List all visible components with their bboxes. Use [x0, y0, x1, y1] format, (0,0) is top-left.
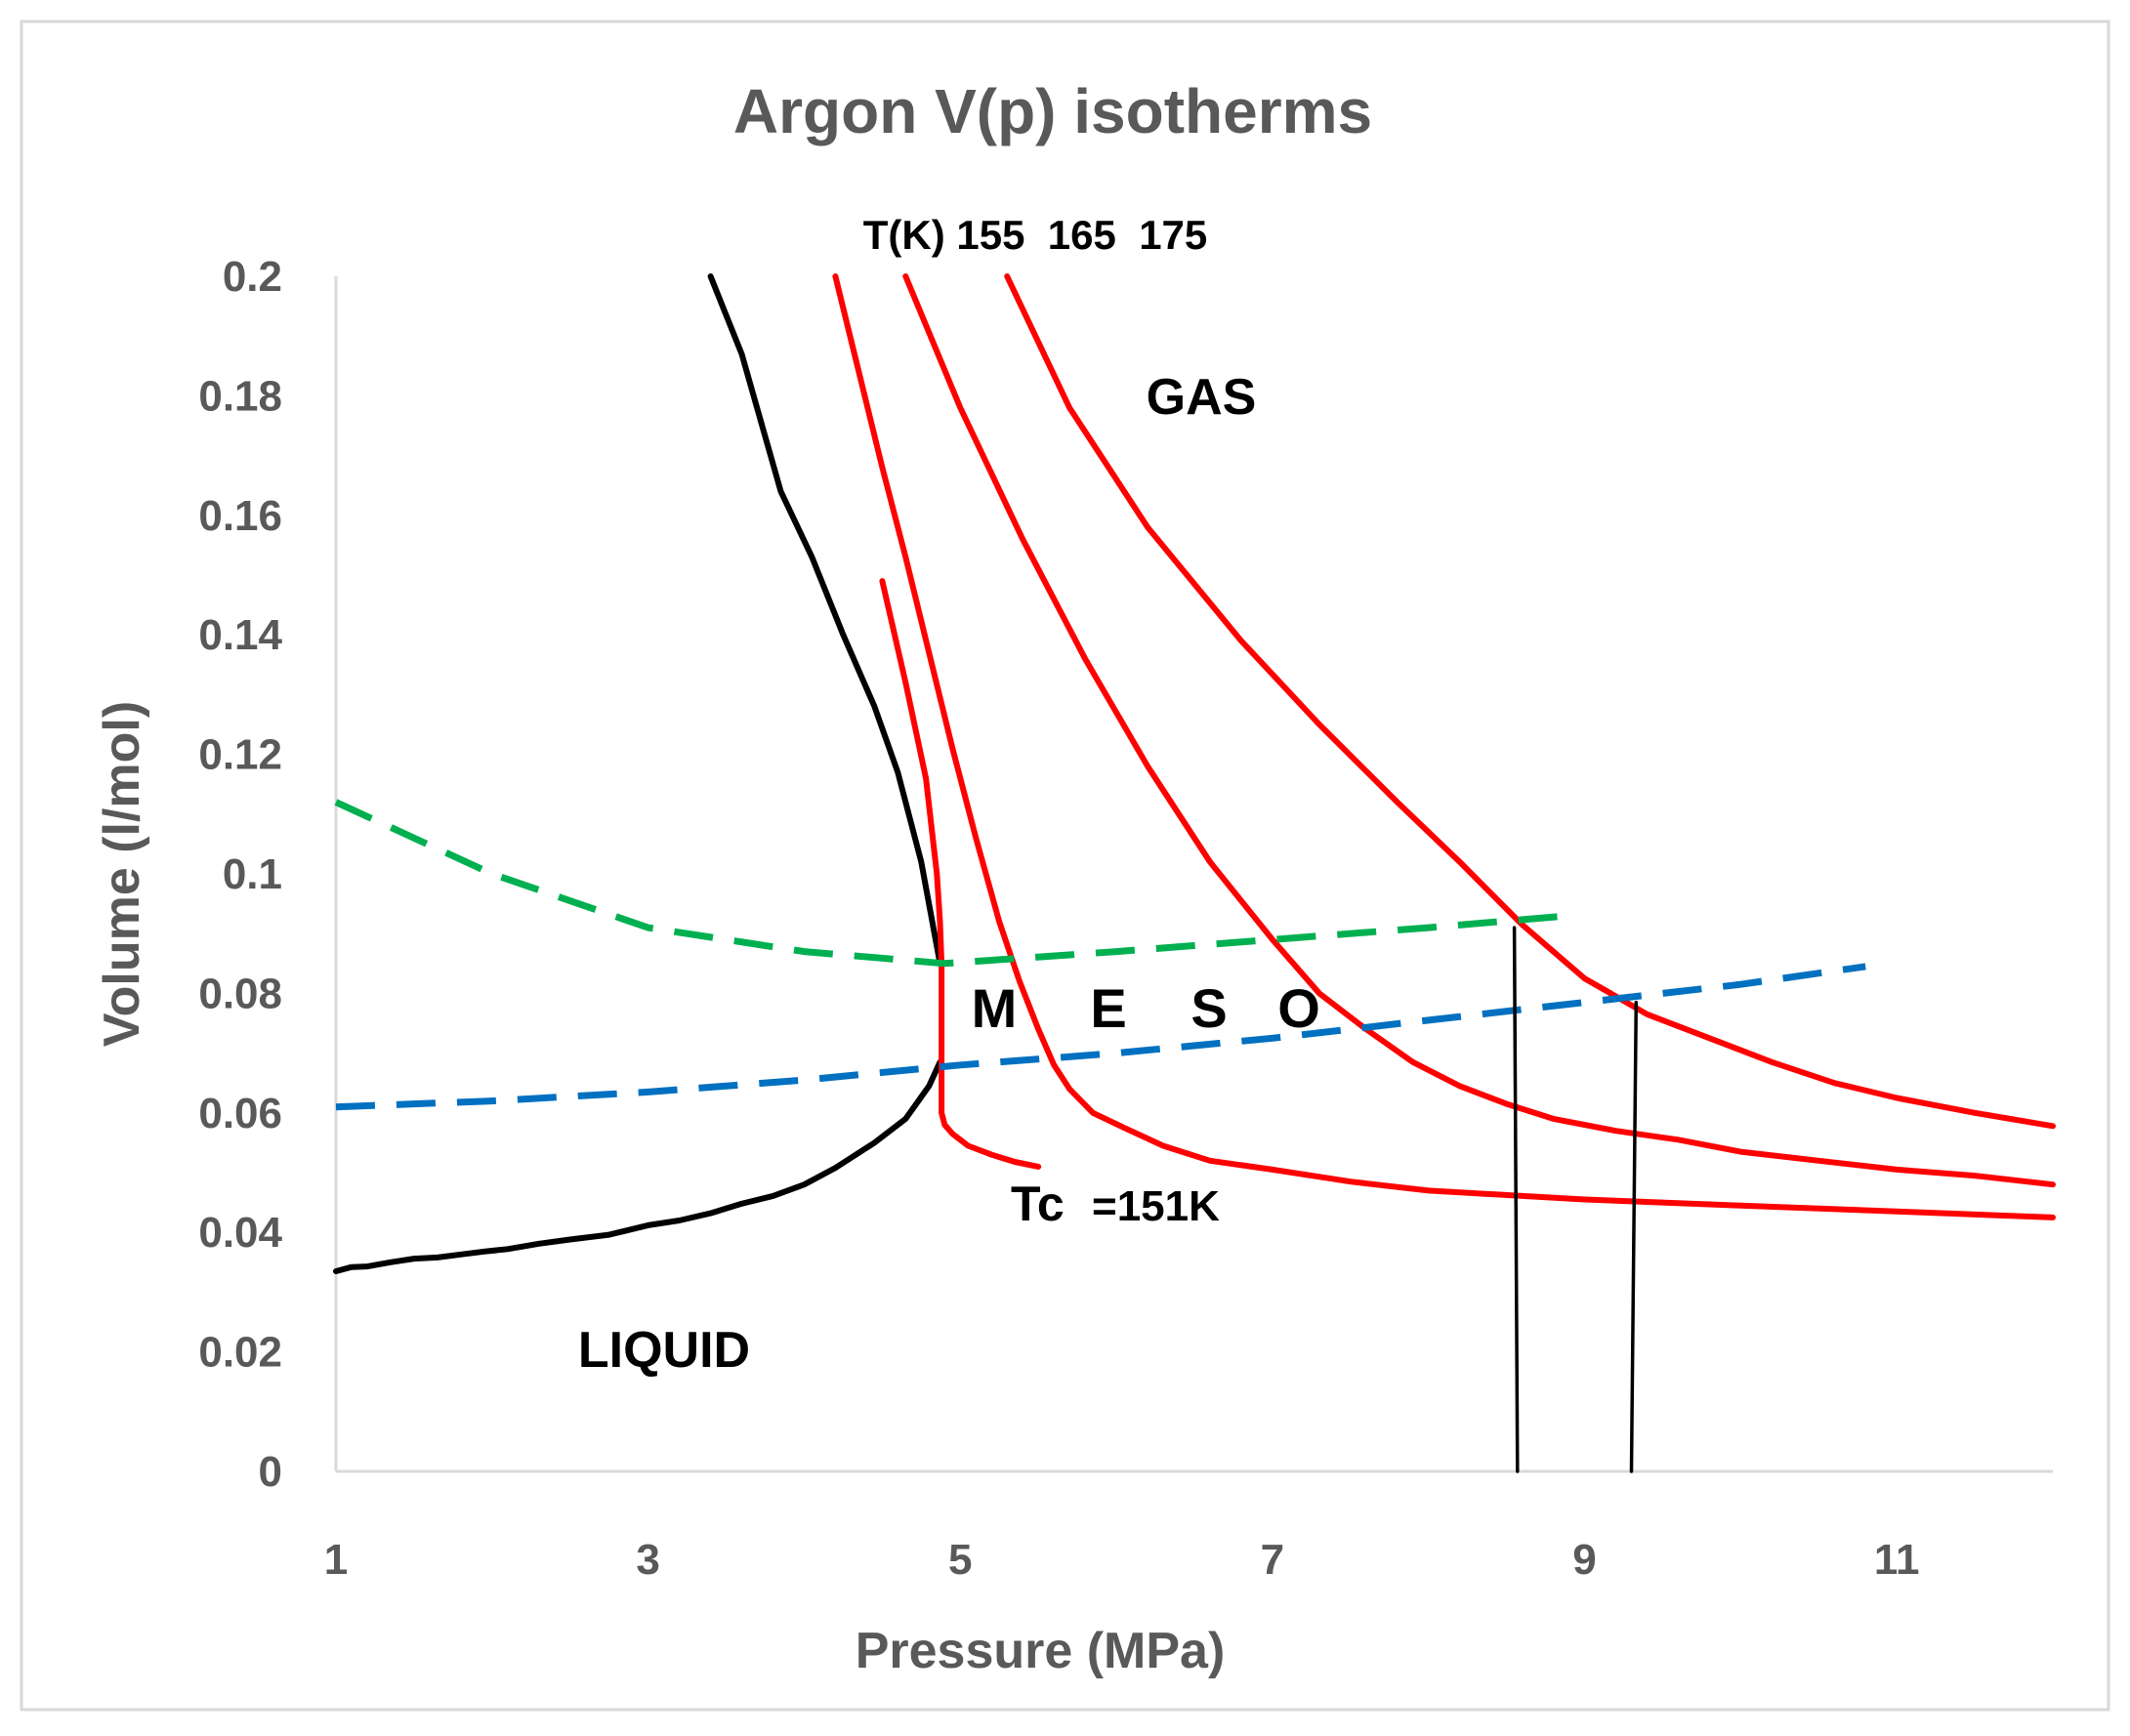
meso-letter-m: M: [972, 977, 1018, 1039]
y-tick-label: 0.02: [198, 1329, 282, 1377]
y-tick-label: 0.18: [198, 372, 282, 420]
y-tick-labels: 0 0.02 0.04 0.06 0.08 0.1 0.12 0.14 0.16 0.18 0.2: [198, 253, 282, 1496]
y-tick-label: 0: [259, 1448, 282, 1496]
series-line-upper-boundary: [334, 799, 1569, 968]
y-axis-title: Volume (l/mol): [94, 701, 150, 1047]
liquid-region-label: LIQUID: [578, 1322, 750, 1379]
x-tick-label: 3: [636, 1536, 659, 1584]
chart-title: Argon V(p) isotherms: [733, 76, 1372, 146]
x-axis-title: Pressure (MPa): [856, 1623, 1226, 1679]
series-line-155: [832, 273, 2056, 1220]
y-tick-label: 0.12: [198, 731, 282, 779]
y-tick-label: 0.16: [198, 492, 282, 540]
x-tick-label: 11: [1874, 1536, 1920, 1584]
x-tick-labels: 1 3 5 7 9 11: [324, 1536, 1920, 1584]
series-layer: [333, 273, 2056, 1473]
chart-frame: [20, 20, 2110, 1712]
series-line-165: [902, 273, 2056, 1188]
tc-value-label: =151K: [1092, 1182, 1220, 1230]
isotherm-temperature-header: T(K) 155 165 175: [863, 212, 1208, 258]
y-tick-label: 0.2: [223, 253, 282, 301]
meso-letter-o: O: [1277, 977, 1320, 1039]
series-line-151k-near-critical: [879, 578, 1042, 1170]
series-line-drop-line-1: [1512, 926, 1520, 1473]
y-tick-label: 0.06: [198, 1090, 282, 1137]
series-line-tc-151k-vapour-branch: [707, 273, 943, 967]
x-tick-label: 1: [324, 1536, 348, 1584]
y-tick-label: 0.04: [198, 1209, 282, 1257]
y-tick-label: 0.08: [198, 970, 282, 1017]
meso-letter-s: S: [1190, 977, 1227, 1039]
x-tick-label: 7: [1261, 1536, 1284, 1584]
tc-label: Tc: [1011, 1177, 1065, 1231]
x-tick-label: 9: [1572, 1536, 1596, 1584]
series-line-tc-151k-liquid-branch: [333, 1058, 943, 1274]
series-line-lower-boundary: [335, 963, 1866, 1111]
y-tick-label: 0.14: [198, 611, 282, 659]
x-tick-label: 5: [948, 1536, 972, 1584]
series-line-drop-line-2: [1629, 1000, 1639, 1473]
y-tick-label: 0.1: [223, 850, 282, 898]
meso-letter-e: E: [1090, 977, 1126, 1039]
series-line-175: [1004, 273, 2056, 1130]
gas-region-label: GAS: [1147, 369, 1257, 426]
